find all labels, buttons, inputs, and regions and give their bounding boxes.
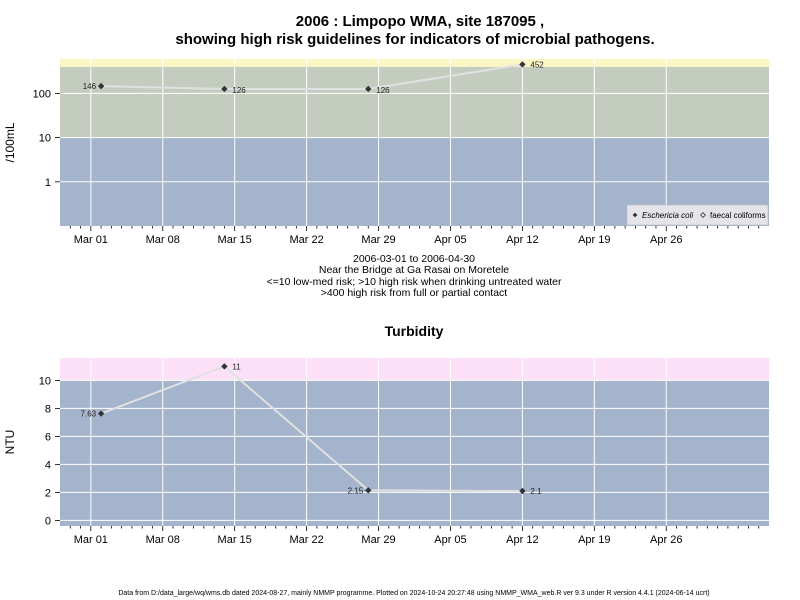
y-tick-label: 10 xyxy=(39,133,51,145)
main-title-line1: 2006 : Limpopo WMA, site 187095 , xyxy=(296,13,544,30)
main-title-line2: showing high risk guidelines for indicat… xyxy=(175,31,654,48)
data-point xyxy=(97,82,105,90)
x-tick-label: Apr 19 xyxy=(578,234,610,246)
x-tick-label: Apr 05 xyxy=(434,234,466,246)
data-point xyxy=(519,487,526,495)
y-tick-label: 6 xyxy=(45,431,51,443)
band-1 xyxy=(60,358,769,381)
series-line xyxy=(101,63,523,90)
data-point xyxy=(519,61,526,68)
x-tick-label: Mar 29 xyxy=(361,534,395,546)
subtitle-contact-guideline: >400 high risk from full or partial cont… xyxy=(321,287,508,299)
y-axis-label: /100mL xyxy=(3,122,17,162)
x-tick-label: Mar 22 xyxy=(289,234,323,246)
x-tick-label: Apr 19 xyxy=(578,534,610,546)
legend-faecal-label: faecal coliforms xyxy=(710,211,766,220)
data-label: 126 xyxy=(232,86,246,95)
subtitle-drinking-guideline: <=10 low-med risk; >10 high risk when dr… xyxy=(266,276,562,288)
y-tick-label: 1 xyxy=(45,177,51,189)
y-axis-label: NTU xyxy=(3,430,17,455)
data-label: 146 xyxy=(83,82,97,91)
band-2 xyxy=(60,59,769,67)
data-point xyxy=(97,410,105,417)
turbidity-panel-title: Turbidity xyxy=(385,323,444,339)
legend-ecoli-label: Eschericia coli xyxy=(642,211,693,220)
x-tick-label: Mar 08 xyxy=(146,234,180,246)
data-point xyxy=(365,487,372,494)
band-0 xyxy=(60,380,769,526)
x-tick-label: Apr 26 xyxy=(650,234,682,246)
footer-note: Data from D:/data_large/wq/wms.db dated … xyxy=(118,590,709,597)
y-tick-label: 100 xyxy=(33,88,51,100)
legend-box xyxy=(626,204,769,226)
legend-ecoli-marker xyxy=(632,212,638,218)
data-label: 2.1 xyxy=(530,487,542,496)
series-line xyxy=(100,365,523,492)
y-tick-label: 0 xyxy=(45,515,51,527)
x-tick-label: Apr 05 xyxy=(434,534,466,546)
subtitle-date-range: 2006-03-01 to 2006-04-30 xyxy=(353,253,475,265)
y-tick-label: 4 xyxy=(45,459,51,471)
data-point xyxy=(221,85,228,93)
band-1 xyxy=(60,66,769,138)
y-tick-label: 10 xyxy=(39,375,51,387)
x-tick-label: Apr 12 xyxy=(506,234,538,246)
data-label: 452 xyxy=(530,60,544,69)
ecoli-panel: Mar 01 Mar 08 Mar 15 Mar 22 Mar 29 Apr 05 Apr … xyxy=(3,59,769,246)
x-tick-label: Mar 29 xyxy=(361,234,395,246)
data-label: 7.63 xyxy=(81,410,97,419)
data-point xyxy=(365,85,372,93)
y-tick-label: 2 xyxy=(45,487,51,499)
turbidity-panel: Mar 01 Mar 08 Mar 15 Mar 22 Mar 29 Apr 05 Apr … xyxy=(3,358,769,546)
data-label: 2.15 xyxy=(348,486,364,495)
x-tick-label: Apr 12 xyxy=(506,534,538,546)
subtitle-site-description: Near the Bridge at Ga Rasai on Moretele xyxy=(319,264,509,276)
x-tick-label: Mar 15 xyxy=(218,234,252,246)
x-tick-label: Mar 01 xyxy=(74,234,108,246)
x-tick-label: Mar 15 xyxy=(218,534,252,546)
y-tick-label: 8 xyxy=(45,403,51,415)
x-tick-label: Mar 22 xyxy=(289,534,323,546)
data-label: 126 xyxy=(376,86,390,95)
x-tick-label: Apr 26 xyxy=(650,534,682,546)
data-point xyxy=(221,363,228,370)
data-label: 11 xyxy=(232,362,241,371)
legend-faecal-marker xyxy=(700,212,706,218)
x-tick-label: Mar 01 xyxy=(74,534,108,546)
x-tick-label: Mar 08 xyxy=(146,534,180,546)
